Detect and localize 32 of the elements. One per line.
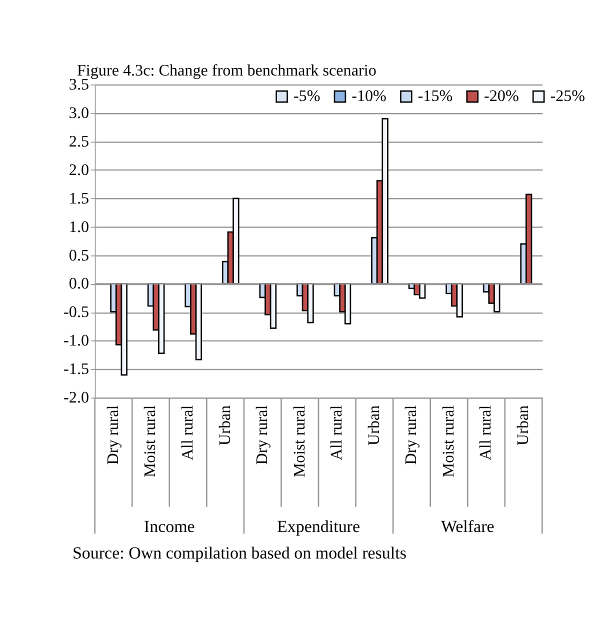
x-tick-label: Urban bbox=[366, 405, 383, 446]
legend-label: -5% bbox=[293, 88, 320, 106]
legend-label: -25% bbox=[550, 88, 586, 106]
x-tick-label: All rural bbox=[478, 404, 495, 460]
x-tick-label: Dry rural bbox=[254, 404, 272, 465]
legend-label: -15% bbox=[418, 88, 453, 106]
legend-label: -20% bbox=[484, 88, 519, 106]
x-tick-label: Moist rural bbox=[142, 404, 160, 478]
x-tick-label: All rural bbox=[328, 404, 346, 460]
y-tick-label: -1.0 bbox=[64, 332, 90, 350]
text: Expenditure bbox=[276, 516, 360, 536]
y-tick-label: 1.0 bbox=[68, 218, 90, 236]
source-note: Source: Own compilation based on model results bbox=[72, 544, 406, 563]
legend-label: -10% bbox=[352, 88, 386, 106]
y-tick-label: -1.5 bbox=[64, 361, 90, 378]
y-tick-label: 3.0 bbox=[68, 104, 90, 122]
x-tick-label: Urban bbox=[515, 405, 532, 446]
x-tick-label: Dry rural bbox=[104, 404, 122, 465]
x-tick-label: Dry rural bbox=[403, 404, 420, 465]
y-tick-label: 1.5 bbox=[68, 190, 90, 208]
y-tick-label: 0.0 bbox=[68, 276, 90, 293]
y-tick-label: -2.0 bbox=[64, 390, 90, 407]
y-tick-label: 2.0 bbox=[68, 162, 90, 179]
x-tick-label: Moist rural bbox=[291, 404, 308, 478]
text: Welfare bbox=[440, 516, 494, 536]
x-tick-label: All rural bbox=[180, 404, 196, 460]
text: Income bbox=[144, 516, 195, 536]
y-tick-label: -0.5 bbox=[64, 304, 90, 322]
y-tick-label: 2.5 bbox=[68, 133, 90, 150]
x-tick-label: Urban bbox=[216, 405, 234, 446]
x-tick-label: Moist rural bbox=[440, 404, 458, 478]
y-tick-label: 0.5 bbox=[68, 247, 90, 264]
